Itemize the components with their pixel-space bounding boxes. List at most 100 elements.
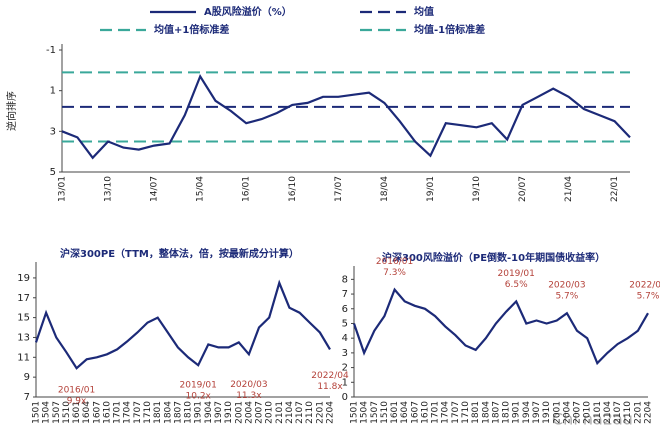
annotation-value: 5.7% xyxy=(555,292,578,302)
annotation-value: 11.3x xyxy=(236,391,262,401)
y-tick-label: 3 xyxy=(342,348,348,359)
x-tick-label: 19/01 xyxy=(426,176,436,202)
y-tick-label: 13 xyxy=(17,332,30,343)
x-tick-label: 1901 xyxy=(512,401,522,424)
y-tick-label: 4 xyxy=(342,333,348,344)
watermark: Chi na2au xyxy=(552,410,633,429)
y-tick-label: 5 xyxy=(50,167,56,178)
x-tick-label: 1810 xyxy=(502,401,512,424)
x-tick-label: 1504 xyxy=(42,401,52,424)
x-tick-label: 1810 xyxy=(184,401,194,424)
x-tick-label: 1507 xyxy=(52,401,62,424)
chart-title: 沪深300风险溢价（PE倒数-10年期国债收益率） xyxy=(382,251,605,264)
annotation-date: 2022/04 xyxy=(311,371,349,381)
y-tick-label: 8 xyxy=(342,274,348,285)
annotation-date: 2016/01 xyxy=(58,386,95,396)
y-tick-label: 9 xyxy=(24,372,30,383)
x-tick-label: 1804 xyxy=(163,401,173,424)
annotation-date: 2020/03 xyxy=(230,380,267,390)
x-tick-label: 2001 xyxy=(234,401,244,424)
x-tick-label: 2007 xyxy=(255,401,265,424)
x-tick-label: 1904 xyxy=(204,401,214,424)
x-tick-label: 1910 xyxy=(224,401,234,424)
x-tick-label: 2201 xyxy=(315,401,325,424)
x-tick-label: 21/04 xyxy=(564,176,574,202)
data-line xyxy=(352,287,649,366)
y-tick-label: 3 xyxy=(50,126,56,137)
x-tick-label: 1710 xyxy=(461,401,471,424)
x-tick-label: 1910 xyxy=(542,401,552,424)
y-tick-label: 11 xyxy=(17,352,30,363)
x-tick-label: 1904 xyxy=(522,401,532,424)
annotation-value: 5.7% xyxy=(637,292,660,302)
x-tick-label: 13/01 xyxy=(58,176,68,202)
y-tick-label: 5 xyxy=(342,318,348,329)
x-tick-label: 1604 xyxy=(82,401,92,424)
x-tick-label: 1601 xyxy=(72,401,82,424)
x-tick-label: 1707 xyxy=(133,401,143,424)
x-tick-label: 22/01 xyxy=(610,176,620,202)
y-tick-label: 17 xyxy=(17,293,30,304)
x-tick-label: 2201 xyxy=(633,401,643,424)
x-tick-label: 1601 xyxy=(390,401,400,424)
x-tick-label: 1710 xyxy=(143,401,153,424)
x-tick-label: 2010 xyxy=(265,401,275,424)
x-tick-label: 1604 xyxy=(400,401,410,424)
x-tick-label: 2101 xyxy=(275,401,285,424)
x-tick-label: 15/04 xyxy=(196,176,206,202)
x-tick-label: 1804 xyxy=(481,401,491,424)
x-tick-label: 1701 xyxy=(113,401,123,424)
x-tick-label: 1507 xyxy=(370,401,380,424)
x-tick-label: 2204 xyxy=(326,401,336,424)
legend-label: 均值 xyxy=(414,5,434,18)
x-tick-label: 1501 xyxy=(32,401,42,424)
annotation-date: 2020/03 xyxy=(548,281,585,291)
x-tick-label: 1607 xyxy=(410,401,420,424)
x-tick-label: 1801 xyxy=(471,401,481,424)
x-tick-label: 1501 xyxy=(350,401,360,424)
y-tick-label: 1 xyxy=(50,86,56,97)
x-tick-label: 1504 xyxy=(360,401,370,424)
x-tick-label: 2110 xyxy=(305,401,315,424)
x-tick-label: 2107 xyxy=(295,401,305,424)
y-tick-label: 7 xyxy=(342,289,348,300)
x-tick-label: 17/07 xyxy=(334,176,344,202)
x-tick-label: 2101 xyxy=(593,401,603,424)
x-tick-label: 14/07 xyxy=(150,176,160,202)
annotation-date: 2016/01 xyxy=(376,257,413,267)
x-tick-label: 1607 xyxy=(92,401,102,424)
x-tick-label: 1510 xyxy=(380,401,390,424)
y-tick-label: 15 xyxy=(17,313,30,324)
x-tick-label: 1704 xyxy=(441,401,451,424)
annotation-date: 2019/01 xyxy=(180,381,217,391)
x-tick-label: 1510 xyxy=(62,401,72,424)
x-tick-label: 2007 xyxy=(573,401,583,424)
x-tick-label: 2104 xyxy=(603,401,613,424)
annotation-value: 9.9x xyxy=(67,397,87,407)
y-tick-label: 1 xyxy=(342,377,348,388)
legend-label: 均值-1倍标准差 xyxy=(414,23,485,36)
x-tick-label: 16/01 xyxy=(242,176,252,202)
y-tick-label: 7 xyxy=(24,392,30,403)
annotation-value: 7.3% xyxy=(383,268,406,278)
x-tick-label: 20/07 xyxy=(518,176,528,202)
annotation-date: 2019/01 xyxy=(498,269,535,279)
x-tick-label: 1801 xyxy=(153,401,163,424)
x-tick-label: 18/04 xyxy=(380,176,390,202)
data-line xyxy=(34,279,331,370)
x-tick-label: 1704 xyxy=(123,401,133,424)
x-tick-label: 1907 xyxy=(532,401,542,424)
x-tick-label: 1901 xyxy=(194,401,204,424)
x-tick-label: 2004 xyxy=(244,401,254,424)
x-tick-label: 1807 xyxy=(173,401,183,424)
legend-label: A股风险溢价（%） xyxy=(204,5,292,18)
x-tick-label: 2110 xyxy=(623,401,633,424)
y-tick-label: 19 xyxy=(17,273,30,284)
data-line xyxy=(61,73,631,160)
x-tick-label: 1807 xyxy=(491,401,501,424)
x-tick-label: 2010 xyxy=(583,401,593,424)
legend-label: 均值+1倍标准差 xyxy=(154,23,229,36)
x-tick-label: 2204 xyxy=(644,401,654,424)
x-tick-label: 1907 xyxy=(214,401,224,424)
